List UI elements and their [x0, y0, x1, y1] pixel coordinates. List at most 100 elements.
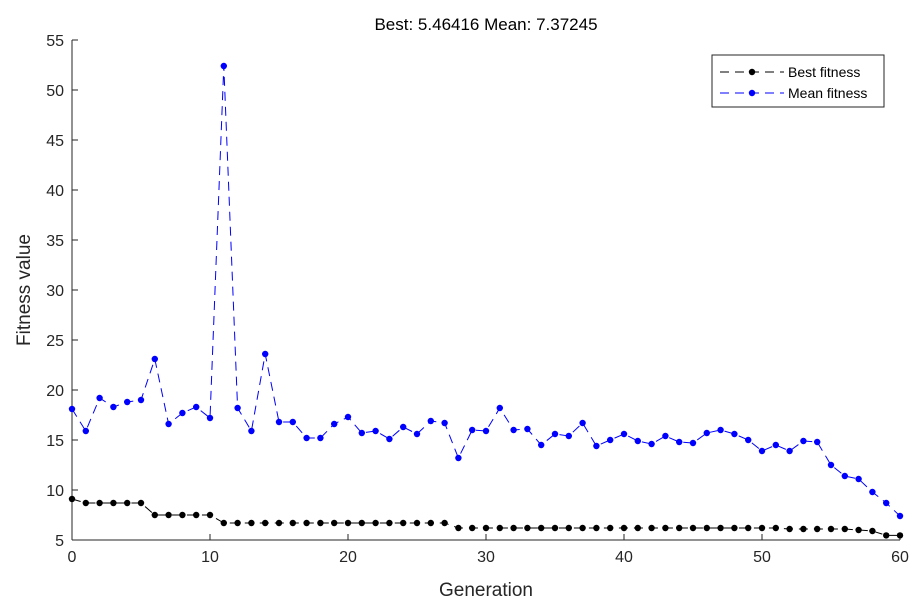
y-tick-label: 5	[55, 533, 64, 550]
data-point-mean-fitness	[179, 409, 186, 417]
data-point-mean-fitness	[317, 434, 324, 442]
data-point-best-fitness	[593, 524, 600, 532]
data-point-mean-fitness	[234, 404, 241, 412]
data-point-mean-fitness	[841, 472, 848, 480]
data-point-best-fitness	[703, 524, 710, 532]
y-axis-label: Fitness value	[14, 234, 35, 346]
y-tick-label: 20	[46, 383, 64, 400]
data-point-mean-fitness	[593, 442, 600, 450]
data-point-best-fitness	[206, 511, 214, 519]
data-point-mean-fitness	[289, 418, 296, 426]
data-point-mean-fitness	[427, 417, 434, 425]
data-point-mean-fitness	[400, 423, 407, 431]
x-tick-label: 20	[339, 549, 357, 566]
data-point-best-fitness	[662, 524, 669, 532]
data-point-best-fitness	[620, 524, 628, 532]
data-point-best-fitness	[179, 511, 186, 519]
x-tick-label: 0	[68, 549, 77, 566]
data-point-mean-fitness	[68, 405, 76, 413]
data-point-best-fitness	[579, 524, 586, 532]
y-tick-label: 25	[46, 333, 64, 350]
data-point-best-fitness	[441, 519, 448, 527]
data-point-best-fitness	[220, 519, 227, 527]
data-point-mean-fitness	[413, 430, 421, 438]
legend-label-best: Best fitness	[788, 64, 860, 80]
data-point-mean-fitness	[662, 432, 669, 440]
series-mean-fitness	[68, 62, 904, 520]
data-point-mean-fitness	[358, 429, 365, 437]
data-point-best-fitness	[96, 499, 103, 507]
data-point-best-fitness	[400, 519, 407, 527]
data-point-mean-fitness	[745, 436, 752, 444]
data-point-best-fitness	[317, 519, 324, 527]
data-point-best-fitness	[82, 499, 90, 507]
data-point-mean-fitness	[386, 435, 393, 443]
data-point-best-fitness	[800, 525, 807, 533]
data-point-mean-fitness	[565, 432, 572, 440]
data-point-mean-fitness	[524, 425, 531, 433]
data-point-mean-fitness	[165, 420, 172, 428]
data-point-mean-fitness	[786, 447, 793, 455]
legend: Best fitness Mean fitness	[711, 54, 885, 108]
data-point-mean-fitness	[262, 350, 269, 358]
axes	[71, 40, 900, 541]
data-point-best-fitness	[248, 519, 255, 527]
data-point-best-fitness	[427, 519, 434, 527]
data-point-mean-fitness	[717, 426, 724, 434]
data-point-best-fitness	[745, 524, 752, 532]
data-point-mean-fitness	[206, 414, 214, 422]
data-point-best-fitness	[717, 524, 724, 532]
data-point-best-fitness	[262, 519, 269, 527]
data-point-mean-fitness	[703, 429, 710, 437]
series-best-fitness	[68, 495, 904, 539]
data-point-mean-fitness	[110, 403, 117, 411]
data-point-best-fitness	[234, 519, 241, 527]
data-point-best-fitness	[551, 524, 559, 532]
data-point-best-fitness	[289, 519, 296, 527]
data-point-mean-fitness	[441, 419, 448, 427]
data-point-best-fitness	[137, 499, 145, 507]
data-point-mean-fitness	[303, 434, 310, 442]
data-point-best-fitness	[193, 511, 200, 519]
data-point-mean-fitness	[772, 441, 779, 449]
data-point-best-fitness	[372, 519, 379, 527]
data-point-mean-fitness	[124, 398, 131, 406]
data-point-mean-fitness	[82, 427, 90, 435]
data-point-mean-fitness	[137, 396, 145, 404]
data-point-mean-fitness	[689, 439, 697, 447]
data-point-best-fitness	[731, 524, 738, 532]
x-tick-label: 10	[201, 549, 219, 566]
data-point-best-fitness	[358, 519, 365, 527]
data-point-best-fitness	[869, 527, 876, 535]
data-point-best-fitness	[275, 519, 283, 527]
data-point-mean-fitness	[96, 394, 103, 402]
data-point-best-fitness	[841, 525, 848, 533]
data-point-mean-fitness	[758, 447, 766, 455]
y-tick-label: 10	[46, 483, 64, 500]
data-point-mean-fitness	[607, 436, 614, 444]
data-point-best-fitness	[648, 524, 655, 532]
y-tick-label: 15	[46, 433, 64, 450]
data-point-best-fitness	[607, 524, 614, 532]
data-point-best-fitness	[455, 524, 462, 532]
data-point-best-fitness	[896, 532, 904, 539]
y-tick-label: 50	[46, 83, 64, 100]
y-tick-label: 55	[46, 33, 64, 50]
y-tick-label: 45	[46, 133, 64, 150]
data-point-mean-fitness	[827, 461, 835, 469]
data-point-mean-fitness	[579, 419, 586, 427]
data-point-mean-fitness	[855, 475, 862, 483]
data-point-mean-fitness	[896, 512, 904, 520]
data-point-best-fitness	[565, 524, 572, 532]
data-point-best-fitness	[303, 519, 310, 527]
legend-label-mean: Mean fitness	[788, 85, 867, 101]
data-point-mean-fitness	[869, 488, 876, 496]
data-point-best-fitness	[758, 524, 766, 532]
data-point-best-fitness	[827, 525, 835, 533]
data-point-best-fitness	[814, 525, 821, 533]
y-tick-label: 35	[46, 233, 64, 250]
data-point-mean-fitness	[496, 404, 503, 412]
data-point-mean-fitness	[482, 427, 490, 435]
y-tick-label: 30	[46, 283, 64, 300]
